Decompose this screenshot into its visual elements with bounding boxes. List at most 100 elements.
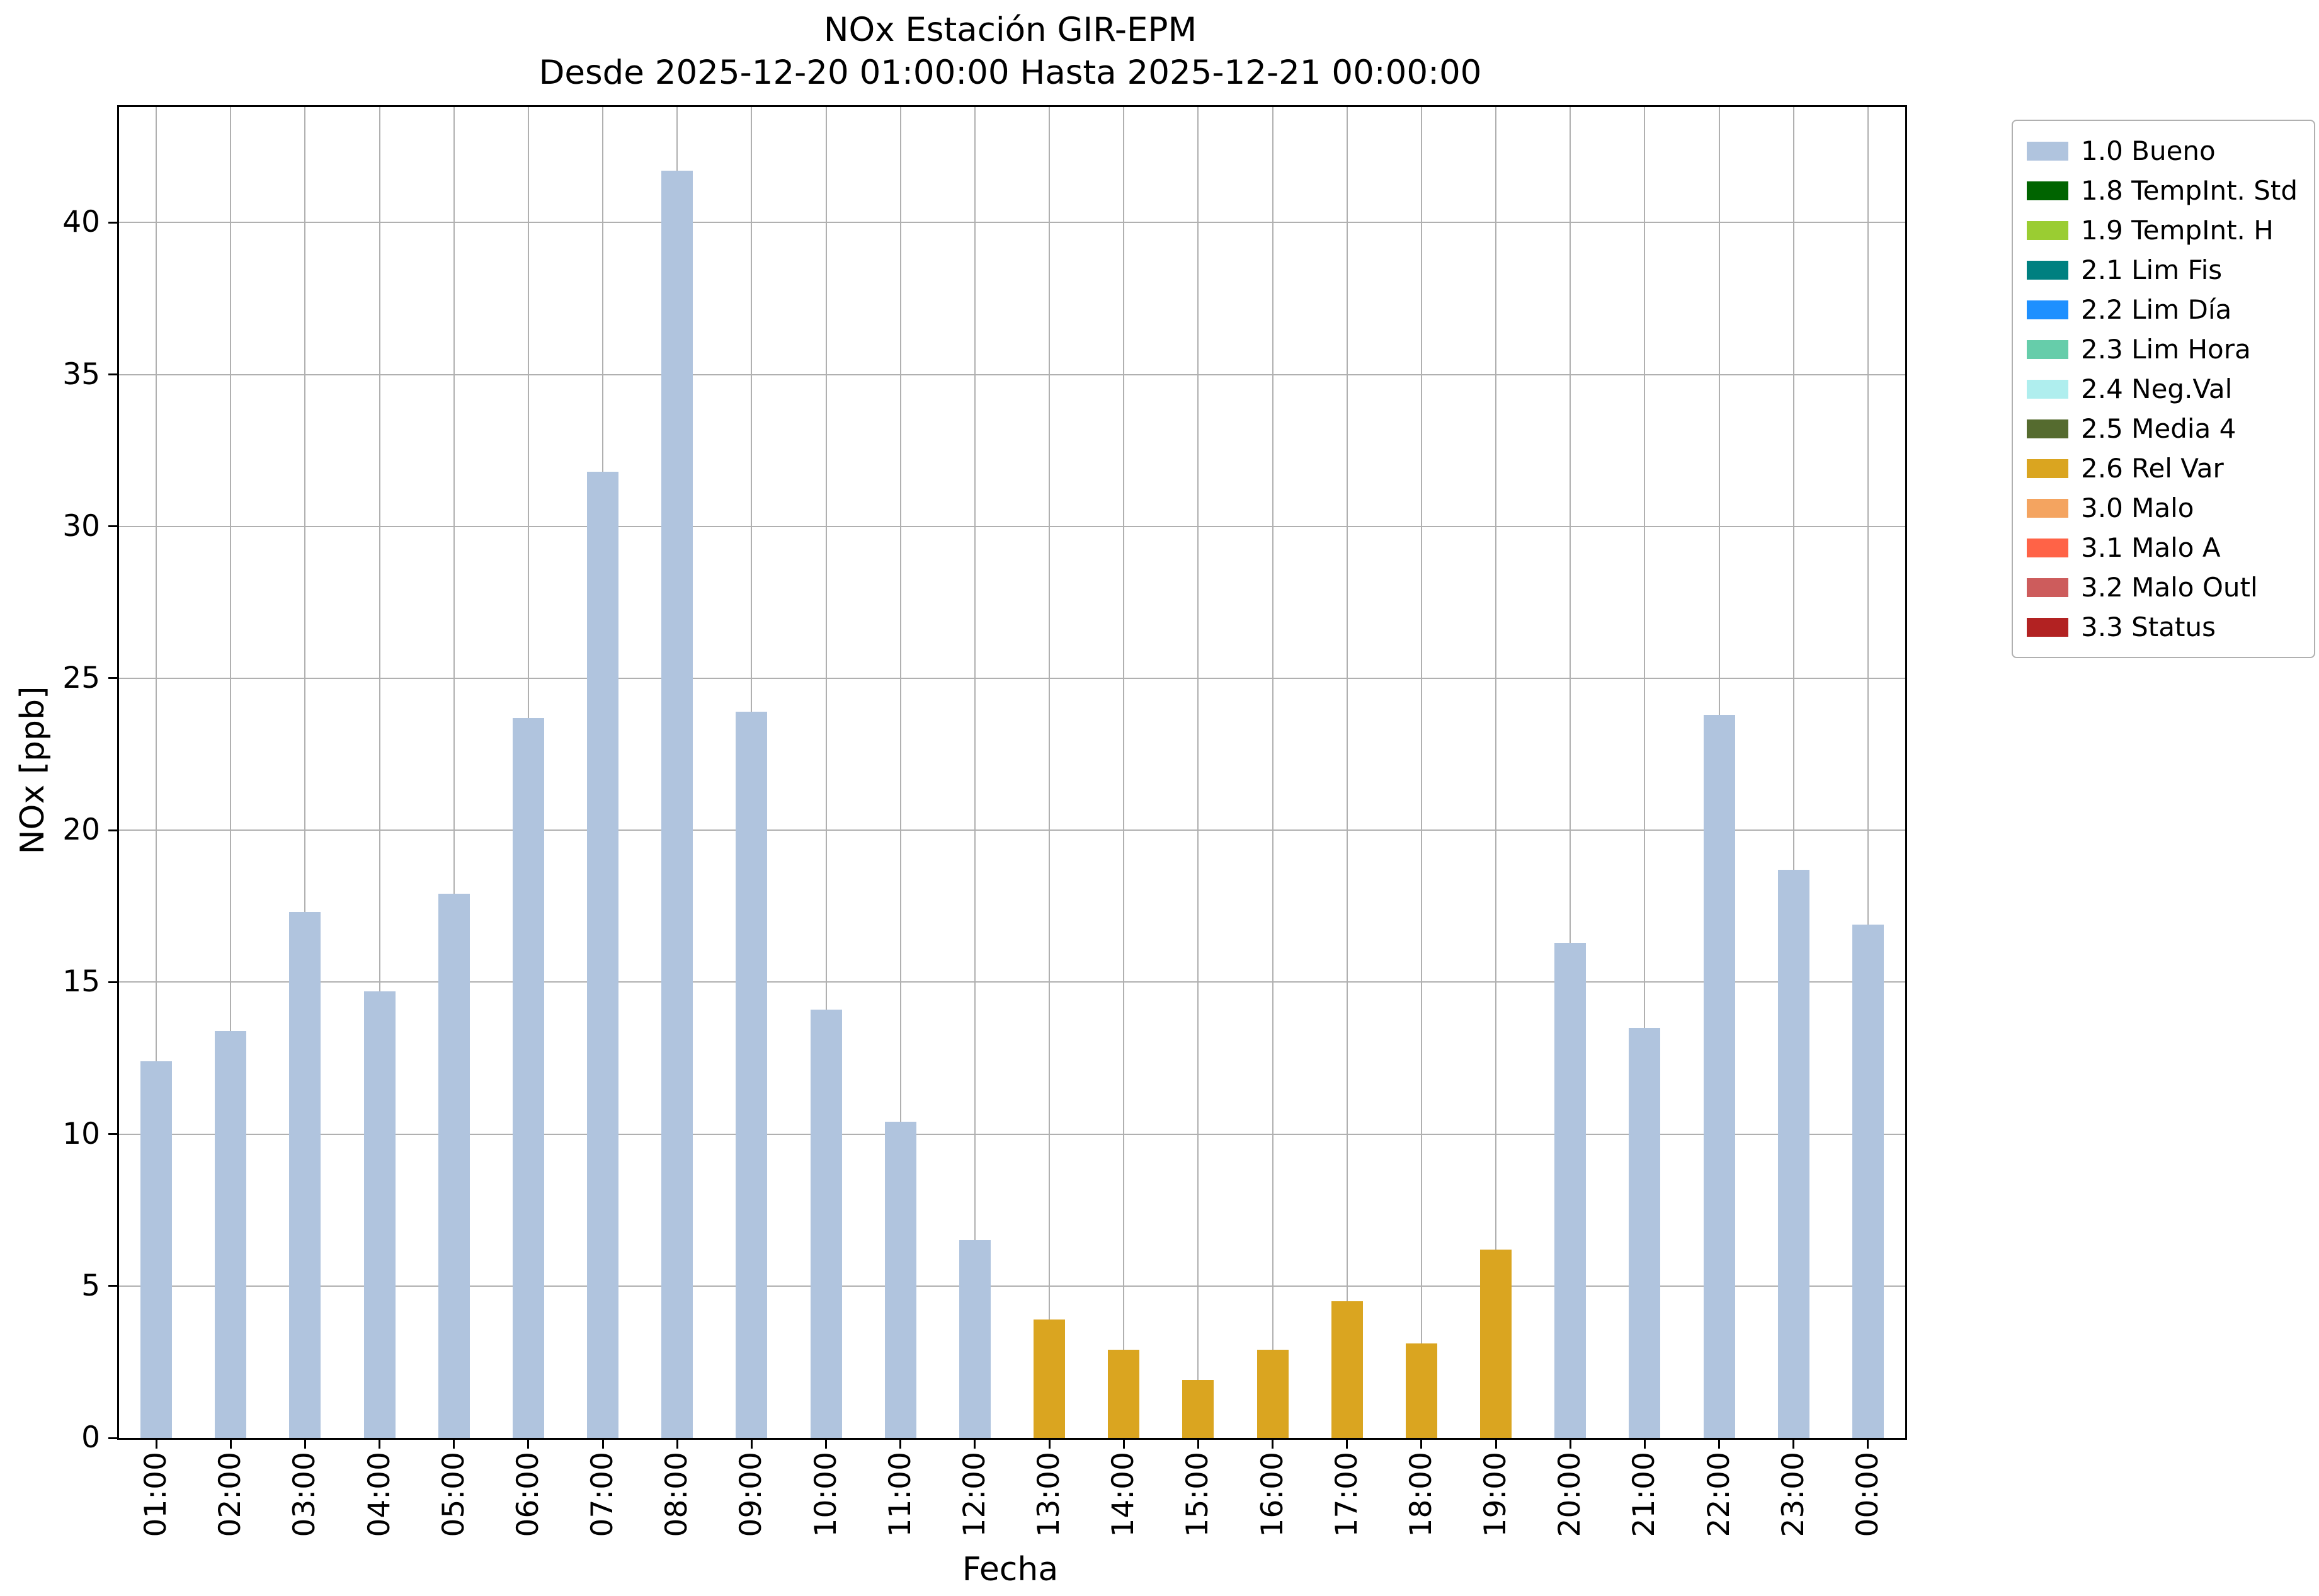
x-axis-label: Fecha	[962, 1551, 1059, 1588]
y-tick-mark	[108, 525, 117, 528]
bar	[587, 471, 619, 1438]
x-gridline	[1867, 107, 1869, 1438]
x-gridline	[899, 107, 901, 1438]
legend-label: 1.9 TempInt. H	[2081, 215, 2274, 246]
x-tick-label: 07:00	[585, 1452, 620, 1537]
legend-swatch	[2027, 181, 2068, 200]
bar	[1256, 1350, 1289, 1438]
bar	[1852, 924, 1884, 1438]
legend-label: 2.3 Lim Hora	[2081, 334, 2251, 365]
x-tick-label: 17:00	[1329, 1452, 1364, 1537]
legend-swatch	[2027, 141, 2068, 161]
legend-swatch	[2027, 498, 2068, 518]
y-tick-mark	[108, 981, 117, 983]
bar	[736, 712, 768, 1438]
y-tick-mark	[108, 829, 117, 831]
bar	[438, 894, 470, 1438]
legend-item: 2.4 Neg.Val	[2027, 369, 2300, 409]
x-tick-label: 08:00	[659, 1452, 695, 1537]
x-gridline	[1420, 107, 1422, 1438]
bar	[810, 1009, 842, 1438]
x-tick-label: 20:00	[1553, 1452, 1588, 1537]
x-gridline	[1570, 107, 1571, 1438]
y-tick-mark	[108, 1437, 117, 1439]
x-tick-label: 00:00	[1850, 1452, 1885, 1537]
y-tick-label: 0	[81, 1420, 100, 1455]
x-tick-mark	[1346, 1440, 1348, 1449]
x-tick-mark	[750, 1440, 753, 1449]
legend-swatch	[2027, 300, 2068, 319]
legend-swatch	[2027, 339, 2068, 359]
chart-subtitle: Desde 2025-12-20 01:00:00 Hasta 2025-12-…	[538, 54, 1482, 92]
legend-label: 3.2 Malo Outl	[2081, 572, 2258, 603]
legend-item: 2.2 Lim Día	[2027, 290, 2300, 329]
x-tick-mark	[1122, 1440, 1125, 1449]
y-gridline	[119, 981, 1905, 983]
x-tick-label: 23:00	[1775, 1452, 1811, 1537]
legend-swatch	[2027, 379, 2068, 399]
bar	[140, 1061, 173, 1438]
y-gridline	[119, 1133, 1905, 1135]
legend-label: 2.2 Lim Día	[2081, 294, 2232, 325]
legend-label: 2.5 Media 4	[2081, 413, 2236, 444]
y-tick-label: 10	[62, 1116, 100, 1151]
bar	[1331, 1301, 1363, 1438]
y-tick-mark	[108, 221, 117, 224]
x-tick-mark	[899, 1440, 902, 1449]
y-tick-label: 40	[62, 205, 100, 240]
y-tick-label: 35	[62, 356, 100, 392]
bar	[1108, 1350, 1140, 1438]
legend-label: 3.1 Malo A	[2081, 532, 2221, 563]
plot-area: 0 5 10 15 20 25 30 35 40 01:00 02:00 03:00 04:00 05:0…	[62, 105, 1907, 1537]
x-gridline	[304, 107, 306, 1438]
legend-item: 2.1 Lim Fis	[2027, 250, 2300, 290]
x-tick-mark	[1420, 1440, 1423, 1449]
legend-item: 2.5 Media 4	[2027, 409, 2300, 448]
x-tick-mark	[1867, 1440, 1869, 1449]
x-tick-label: 02:00	[213, 1452, 248, 1537]
x-tick-label: 22:00	[1701, 1452, 1736, 1537]
x-tick-mark	[379, 1440, 381, 1449]
bar	[1405, 1343, 1437, 1438]
legend-label: 3.3 Status	[2081, 612, 2216, 642]
bar	[1703, 714, 1735, 1438]
legend-swatch	[2027, 260, 2068, 280]
x-tick-mark	[1272, 1440, 1274, 1449]
y-gridline	[119, 373, 1905, 375]
bar	[1629, 1027, 1661, 1438]
legend-item: 1.0 Bueno	[2027, 131, 2300, 171]
legend-swatch	[2027, 617, 2068, 637]
legend-label: 2.1 Lim Fis	[2081, 254, 2223, 285]
x-tick-mark	[1197, 1440, 1199, 1449]
x-tick-mark	[304, 1440, 306, 1449]
legend-swatch	[2027, 538, 2068, 557]
legend-label: 2.4 Neg.Val	[2081, 373, 2233, 404]
y-tick-mark	[108, 1285, 117, 1287]
x-gridline	[1346, 107, 1348, 1438]
x-tick-mark	[825, 1440, 828, 1449]
x-gridline	[1272, 107, 1273, 1438]
legend-item: 3.2 Malo Outl	[2027, 567, 2300, 607]
legend-item: 2.3 Lim Hora	[2027, 329, 2300, 369]
bar	[661, 171, 693, 1438]
y-tick-label: 25	[62, 660, 100, 695]
y-gridline	[119, 525, 1905, 527]
x-gridline	[825, 107, 827, 1438]
y-gridline	[119, 829, 1905, 831]
bar	[1182, 1380, 1214, 1438]
legend-item: 1.9 TempInt. H	[2027, 210, 2300, 250]
x-tick-mark	[1569, 1440, 1571, 1449]
x-tick-label: 11:00	[882, 1452, 918, 1537]
y-tick-mark	[108, 373, 117, 376]
x-gridline	[453, 107, 455, 1438]
legend-item: 3.1 Malo A	[2027, 528, 2300, 567]
x-tick-label: 03:00	[287, 1452, 322, 1537]
legend-swatch	[2027, 578, 2068, 597]
y-tick-mark	[108, 1133, 117, 1136]
bar	[363, 991, 396, 1438]
x-tick-mark	[527, 1440, 530, 1449]
y-gridline	[119, 222, 1905, 224]
x-tick-label: 10:00	[808, 1452, 843, 1537]
title-block: NOx Estación GIR-EPM Desde 2025-12-20 01…	[117, 9, 1903, 94]
x-tick-label: 01:00	[139, 1452, 174, 1537]
